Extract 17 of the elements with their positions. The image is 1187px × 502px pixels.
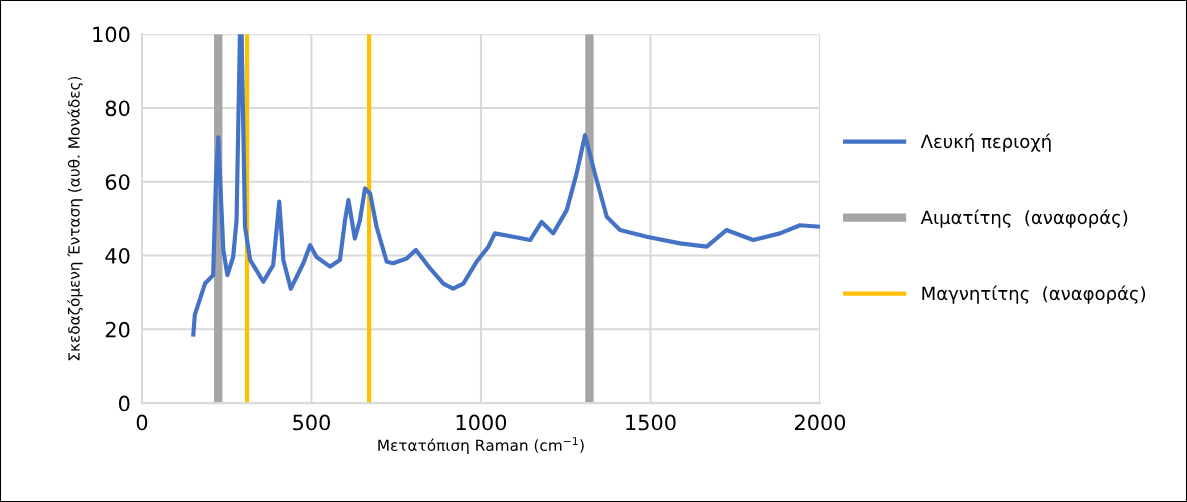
y-tick-label: 0 [118, 395, 130, 412]
legend-label: Αιματίτης (αναφοράς) [920, 209, 1128, 228]
legend-label: Μαγνητίτης (αναφοράς) [922, 285, 1146, 304]
y-tick-label: 100 [93, 26, 130, 43]
y-tick-label: 40 [105, 247, 130, 264]
line-series [191, 34, 820, 339]
y-tick-label: 20 [105, 321, 130, 338]
x-tick-label: 0 [136, 414, 148, 431]
x-tick-label: 500 [293, 414, 330, 431]
x-axis-title: Μετατόπιση Raman (cm$^{−1}$) [378, 437, 584, 454]
legend-label: Λευκή περιοχή [920, 133, 1051, 152]
y-tick-label: 80 [105, 100, 130, 117]
y-axis-title: Σκεδαζόμενη Ένταση (αυθ. Μονάδες) [67, 76, 83, 361]
x-tick-label: 2000 [795, 414, 846, 431]
x-tick-label: 1500 [626, 414, 676, 431]
x-tick-label: 1000 [456, 414, 507, 431]
y-tick-label: 60 [105, 174, 130, 190]
